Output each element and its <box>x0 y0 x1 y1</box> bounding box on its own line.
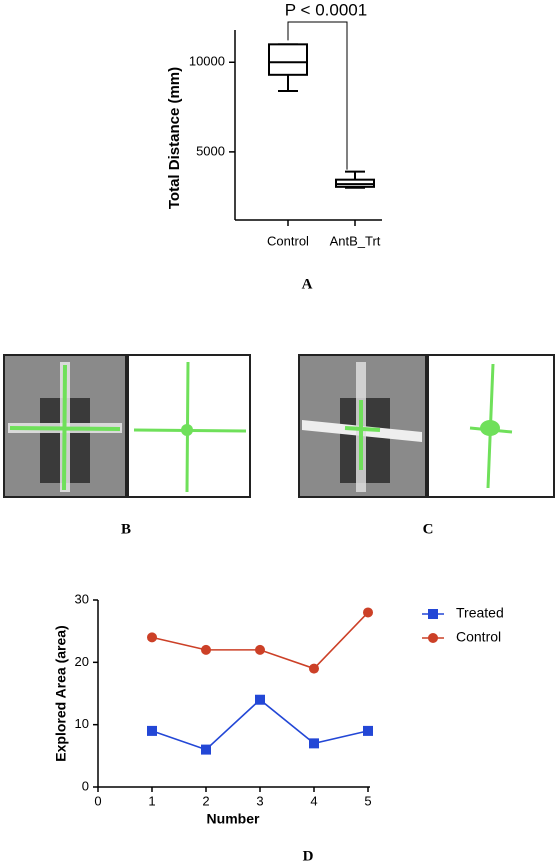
data-point <box>147 725 157 736</box>
x-tick-label: 3 <box>256 793 263 808</box>
image-panel-c <box>298 354 555 498</box>
series-line <box>151 698 369 751</box>
x-axis-label: Number <box>207 811 260 827</box>
data-point <box>201 644 211 655</box>
data-point <box>309 738 319 749</box>
x-tick-label: 1 <box>148 793 155 808</box>
x-tick-label: AntB_Trt <box>330 233 381 248</box>
y-tick-label: 10000 <box>189 54 225 69</box>
x-tick-label: 4 <box>310 793 317 808</box>
panel-label: C <box>423 521 434 537</box>
x-tick-label: Control <box>267 233 309 248</box>
data-point <box>255 694 265 705</box>
data-point <box>201 744 211 755</box>
trace <box>181 424 193 436</box>
y-axis-label: Total Distance (mm) <box>166 67 183 209</box>
x-tick-label: 0 <box>94 793 101 808</box>
legend-marker <box>428 633 438 643</box>
y-tick-label: 0 <box>82 778 89 793</box>
legend-label: Control <box>456 629 501 645</box>
data-point <box>147 632 157 643</box>
trace <box>9 364 121 491</box>
panel-label: D <box>303 848 314 864</box>
data-point <box>309 663 319 674</box>
trace <box>344 400 381 470</box>
series-line <box>151 611 369 670</box>
x-tick-label: 5 <box>364 793 371 808</box>
image-panel-b <box>3 354 251 498</box>
y-tick-label: 10 <box>75 716 89 731</box>
y-tick-label: 30 <box>75 591 89 606</box>
data-point <box>363 607 373 618</box>
legend-marker <box>428 609 438 619</box>
x-tick-label: 2 <box>202 793 209 808</box>
panel-label: B <box>121 521 131 537</box>
legend-label: Treated <box>456 605 504 621</box>
significance-bracket <box>287 21 348 170</box>
y-tick-label: 5000 <box>196 143 225 158</box>
trace <box>480 420 500 436</box>
box <box>268 43 308 76</box>
data-point <box>255 644 265 655</box>
panel-label: A <box>302 276 313 292</box>
y-tick-label: 20 <box>75 654 89 669</box>
data-point <box>363 725 373 736</box>
y-axis-label: Explored Area (area) <box>53 625 69 761</box>
annotation: P < 0.0001 <box>285 0 367 19</box>
